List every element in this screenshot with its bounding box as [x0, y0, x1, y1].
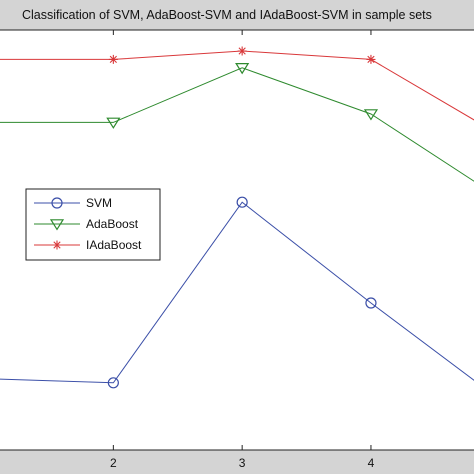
data-point-svm [236, 196, 248, 208]
data-point-iadaboost [108, 54, 118, 64]
series-line-svm [0, 201, 474, 384]
legend-label-iadaboost: IAdaBoost [86, 238, 142, 252]
legend-label-svm: SVM [86, 196, 112, 210]
series-iadaboost [0, 46, 474, 121]
x-tick-label: 2 [110, 456, 117, 470]
legend-marker-iadaboost [52, 240, 62, 250]
data-point-svm [107, 377, 119, 389]
data-point-adaboost [106, 117, 121, 129]
data-point-svm [365, 297, 377, 309]
legend-item-adaboost: AdaBoost [34, 217, 139, 231]
legend-marker-svm [51, 197, 63, 209]
data-point-iadaboost [366, 54, 376, 64]
series-adaboost [0, 62, 474, 182]
chart-title: Classification of SVM, AdaBoost-SVM and … [22, 8, 432, 22]
x-tick-label: 4 [368, 456, 375, 470]
series-line-adaboost [0, 67, 474, 182]
data-point-adaboost [363, 109, 379, 121]
data-point-iadaboost [237, 46, 247, 56]
legend-label-adaboost: AdaBoost [86, 217, 139, 231]
legend-marker-adaboost [49, 219, 65, 231]
series-svm [0, 196, 474, 389]
legend-item-svm: SVM [34, 196, 112, 210]
x-tick-label: 3 [239, 456, 246, 470]
legend-item-iadaboost: IAdaBoost [34, 238, 142, 252]
data-point-adaboost [235, 62, 250, 75]
